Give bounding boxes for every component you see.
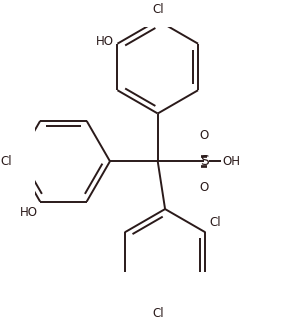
Text: HO: HO xyxy=(20,206,38,220)
Text: Cl: Cl xyxy=(152,307,164,320)
Text: OH: OH xyxy=(223,155,241,168)
Text: O: O xyxy=(200,129,209,142)
Text: O: O xyxy=(200,181,209,194)
Text: HO: HO xyxy=(96,35,114,48)
Text: Cl: Cl xyxy=(152,3,164,15)
Text: Cl: Cl xyxy=(0,155,12,168)
Text: S: S xyxy=(200,154,209,168)
Text: Cl: Cl xyxy=(209,216,221,229)
